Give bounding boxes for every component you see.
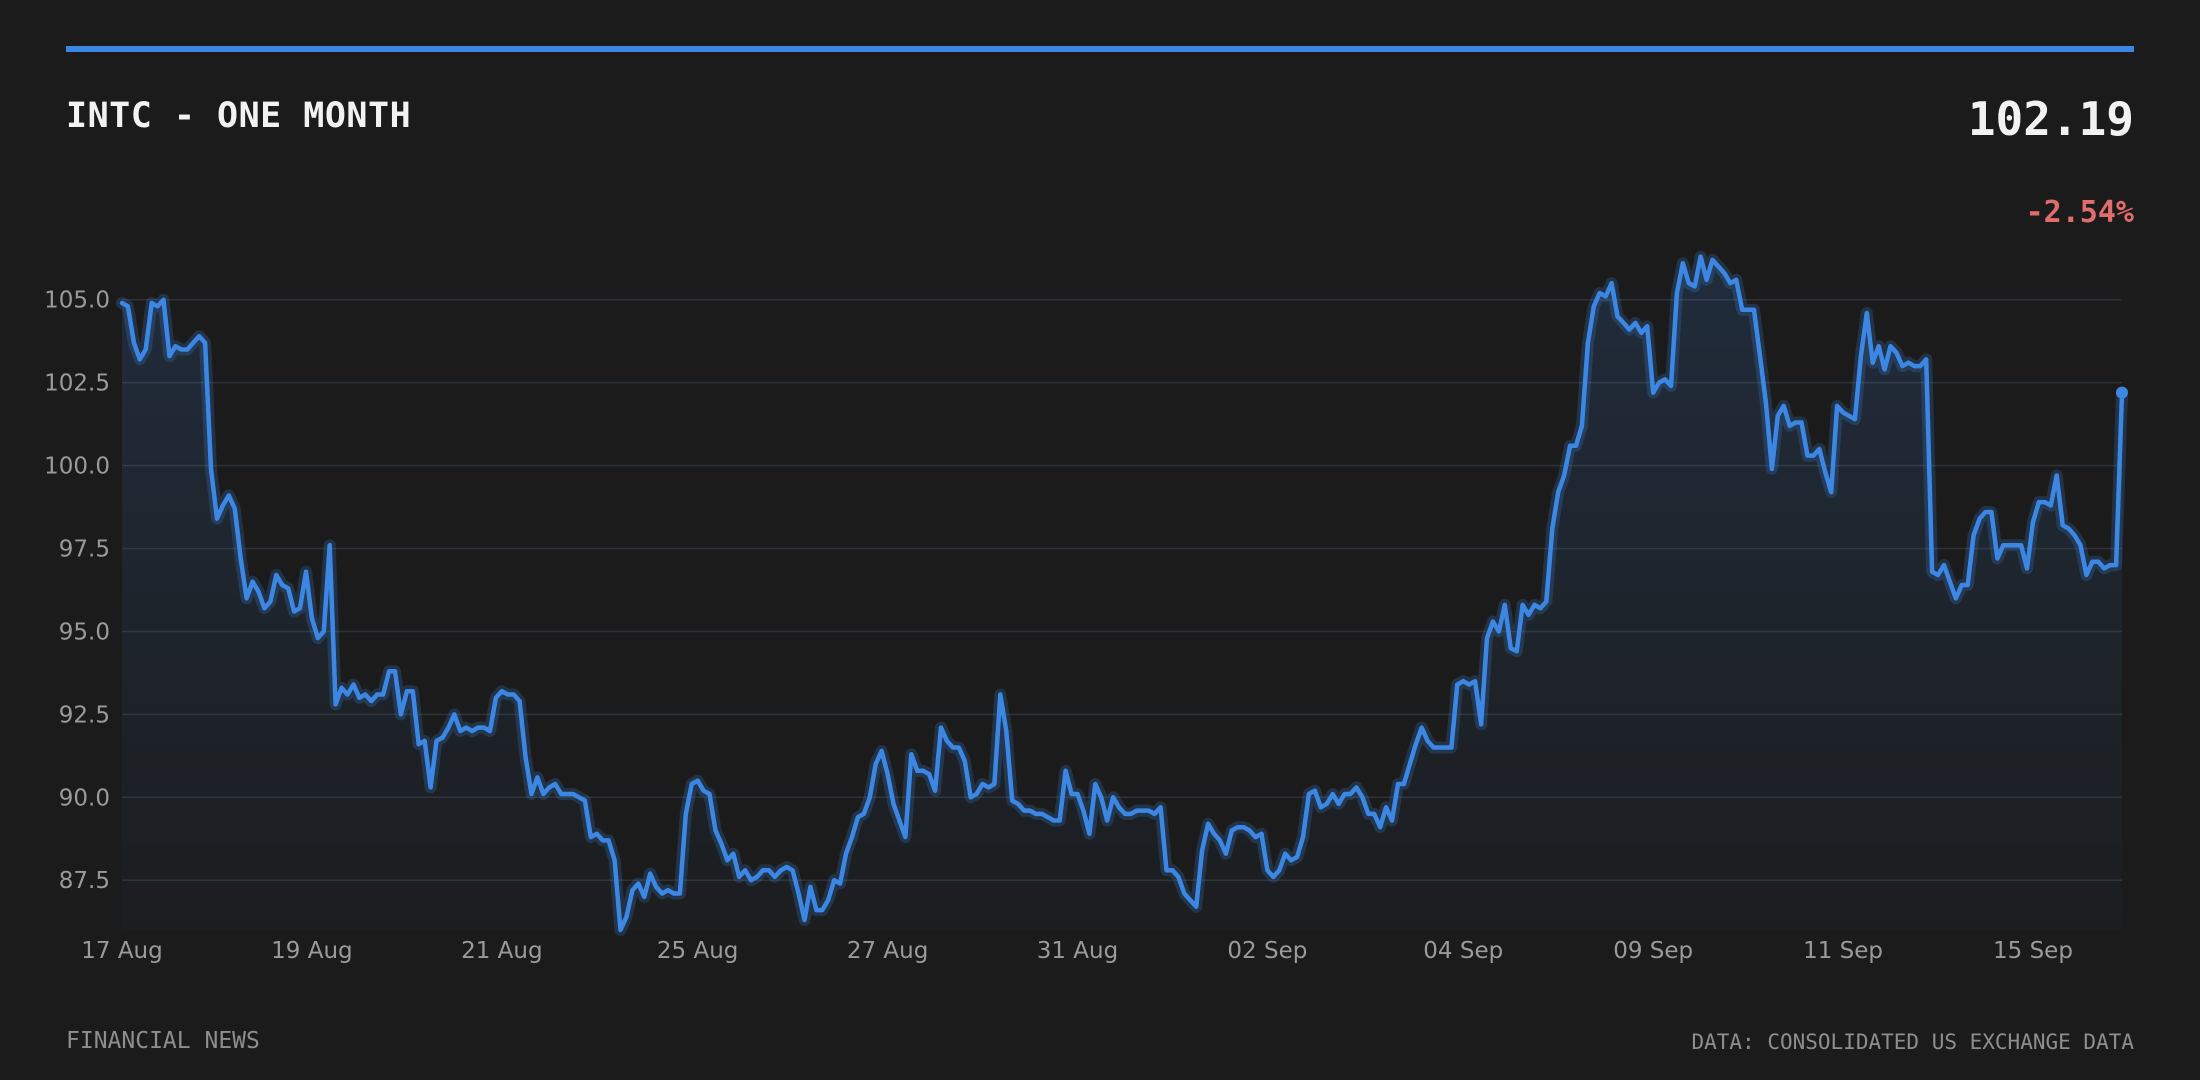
- x-tick-label: 27 Aug: [847, 938, 929, 964]
- y-tick-label: 95.0: [59, 619, 110, 645]
- x-tick-label: 11 Sep: [1803, 938, 1883, 964]
- footer-source-right: DATA: CONSOLIDATED US EXCHANGE DATA: [1691, 1030, 2134, 1054]
- y-tick-label: 92.5: [59, 702, 110, 728]
- top-accent-rule: [66, 46, 2134, 52]
- x-tick-label: 04 Sep: [1423, 938, 1503, 964]
- price-area-fill: [122, 256, 2122, 931]
- x-tick-label: 31 Aug: [1037, 938, 1119, 964]
- price-line: [119, 254, 2125, 933]
- x-tick-label: 19 Aug: [271, 938, 353, 964]
- x-tick-label: 21 Aug: [461, 938, 543, 964]
- x-tick-label: 09 Sep: [1613, 938, 1693, 964]
- price-chart: 87.5 90.0 92.5 95.0 97.5 100.0 102.5 105.0 17 A…: [44, 250, 2128, 964]
- y-tick-label: 105.0: [44, 288, 110, 314]
- y-axis-ticks: 87.5 90.0 92.5 95.0 97.5 100.0 102.5 105.0: [44, 288, 110, 895]
- y-tick-label: 87.5: [59, 868, 110, 894]
- y-tick-label: 102.5: [44, 371, 110, 397]
- last-price-marker: [2116, 386, 2128, 399]
- y-tick-label: 90.0: [59, 785, 110, 811]
- y-tick-label: 100.0: [44, 454, 110, 480]
- x-tick-label: 02 Sep: [1227, 938, 1307, 964]
- y-tick-label: 97.5: [59, 537, 110, 563]
- x-tick-label: 15 Sep: [1993, 938, 2073, 964]
- percent-change: -2.54%: [2025, 195, 2134, 230]
- x-tick-label: 25 Aug: [657, 938, 739, 964]
- x-axis-ticks: 17 Aug 19 Aug 21 Aug 25 Aug 27 Aug 31 Aug 02 S…: [81, 938, 2073, 964]
- last-price: 102.19: [1967, 92, 2134, 146]
- x-tick-label: 17 Aug: [81, 938, 163, 964]
- chart-title: INTC - ONE MONTH: [66, 96, 412, 136]
- footer-source-left: FINANCIAL NEWS: [66, 1028, 260, 1054]
